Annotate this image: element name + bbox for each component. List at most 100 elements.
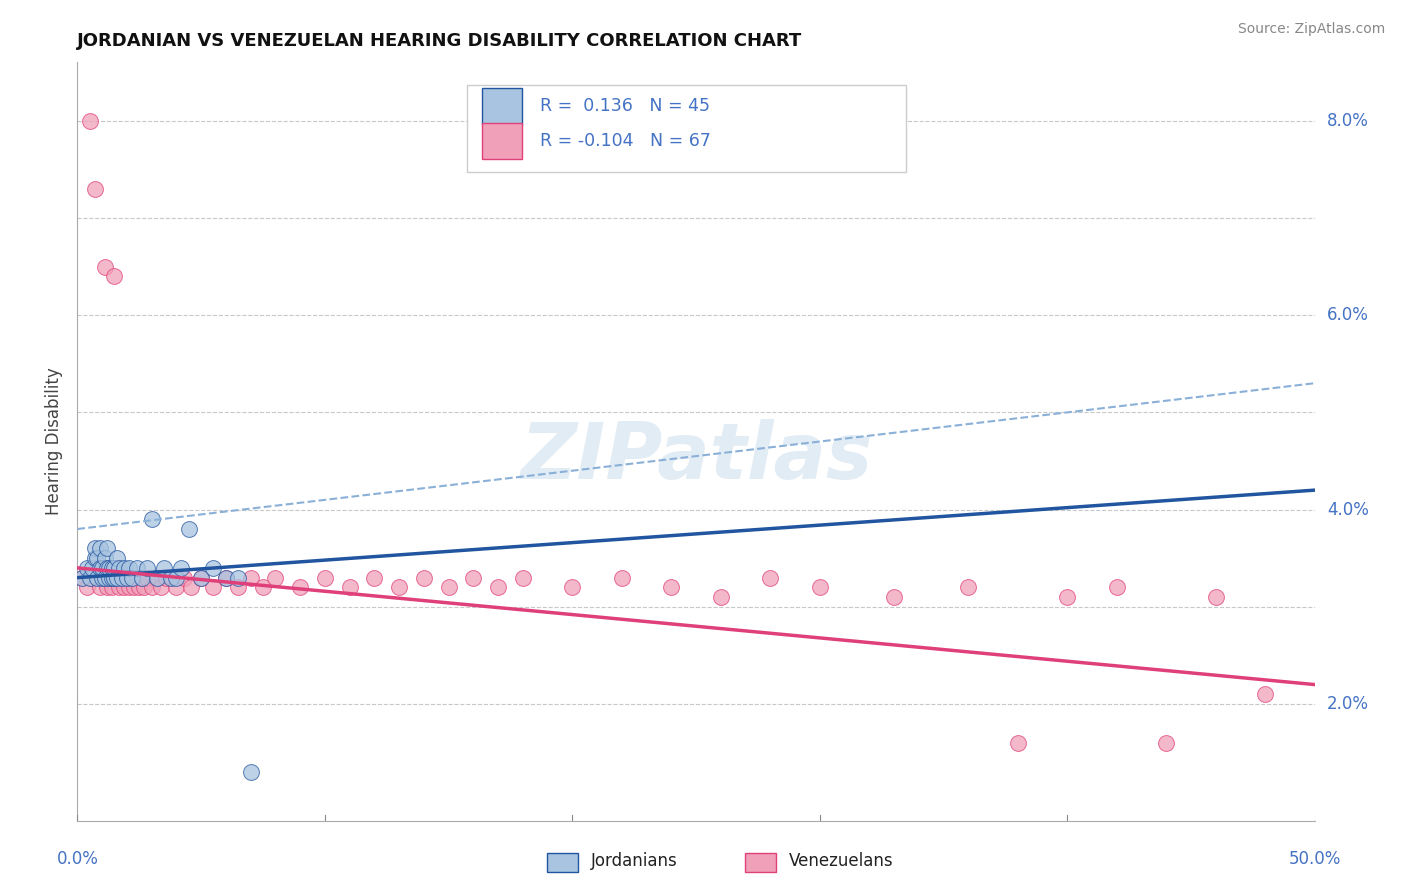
Point (145, 571, 167, 585)
Point (165, 580, 187, 594)
Point (145, 571, 167, 585)
Point (131, 571, 153, 585)
Point (339, 580, 361, 594)
Text: R = -0.104   N = 67: R = -0.104 N = 67 (540, 132, 711, 150)
Point (103, 571, 125, 585)
Point (141, 512, 163, 526)
Point (83, 551, 105, 566)
Point (101, 571, 124, 585)
Point (112, 580, 135, 594)
Point (91, 571, 114, 585)
Point (79, 571, 101, 585)
Point (112, 561, 135, 575)
Text: 6.0%: 6.0% (1327, 306, 1369, 324)
Point (170, 561, 193, 575)
FancyBboxPatch shape (482, 123, 522, 160)
Point (98, 561, 121, 575)
Point (103, 571, 125, 585)
Point (101, 561, 124, 575)
Point (93, 571, 115, 585)
Point (105, 561, 128, 575)
Point (98, 561, 121, 575)
Point (512, 571, 534, 585)
Point (115, 571, 138, 585)
Point (83, 541, 105, 556)
Point (111, 571, 134, 585)
Point (91, 571, 114, 585)
Point (93, 551, 115, 566)
Point (105, 571, 128, 585)
Point (710, 590, 733, 604)
Point (808, 580, 831, 594)
Point (135, 571, 157, 585)
Text: Source: ZipAtlas.com: Source: ZipAtlas.com (1237, 22, 1385, 37)
Point (96, 580, 118, 594)
Point (79, 113, 101, 128)
Point (93, 561, 115, 575)
Point (135, 561, 157, 575)
Point (561, 580, 583, 594)
Point (659, 580, 682, 594)
Point (363, 571, 385, 585)
Point (486, 580, 509, 594)
Text: 2.0%: 2.0% (1327, 695, 1369, 713)
Point (957, 580, 980, 594)
Point (105, 551, 128, 566)
Point (98, 571, 121, 585)
Point (215, 571, 238, 585)
FancyBboxPatch shape (547, 853, 578, 871)
Text: 8.0%: 8.0% (1327, 112, 1369, 129)
Point (96, 561, 118, 575)
Point (108, 561, 131, 575)
Point (180, 580, 202, 594)
Point (103, 561, 125, 575)
Point (76, 580, 98, 594)
Point (215, 571, 238, 585)
Point (91, 561, 114, 575)
Point (82, 571, 104, 585)
Point (121, 571, 143, 585)
Point (463, 571, 485, 585)
Point (101, 580, 124, 594)
Point (125, 571, 148, 585)
Text: JORDANIAN VS VENEZUELAN HEARING DISABILITY CORRELATION CHART: JORDANIAN VS VENEZUELAN HEARING DISABILI… (77, 32, 803, 50)
Point (288, 580, 311, 594)
Point (252, 580, 274, 594)
Point (437, 580, 460, 594)
Point (226, 580, 249, 594)
Point (98, 571, 121, 585)
Point (86, 561, 108, 575)
Point (103, 269, 125, 284)
Point (128, 580, 150, 594)
Point (1007, 736, 1029, 750)
Point (89, 541, 111, 556)
Point (72, 571, 94, 585)
Point (115, 571, 138, 585)
Point (883, 590, 905, 604)
Point (239, 765, 262, 780)
Point (118, 561, 141, 575)
Point (108, 580, 131, 594)
Point (76, 561, 98, 575)
Text: 4.0%: 4.0% (1327, 500, 1369, 518)
Point (86, 571, 108, 585)
Point (1154, 736, 1177, 750)
Point (125, 561, 148, 575)
Point (82, 561, 104, 575)
Point (89, 561, 111, 575)
Point (96, 541, 118, 556)
Point (118, 580, 141, 594)
Point (177, 522, 200, 536)
Point (86, 551, 108, 566)
Point (388, 580, 411, 594)
Point (190, 571, 212, 585)
Point (202, 580, 225, 594)
Point (150, 580, 173, 594)
Point (412, 571, 434, 585)
Point (121, 571, 143, 585)
Point (153, 561, 176, 575)
Point (1056, 590, 1078, 604)
Text: R =  0.136   N = 45: R = 0.136 N = 45 (540, 97, 710, 115)
Point (1205, 590, 1227, 604)
Point (93, 260, 115, 274)
